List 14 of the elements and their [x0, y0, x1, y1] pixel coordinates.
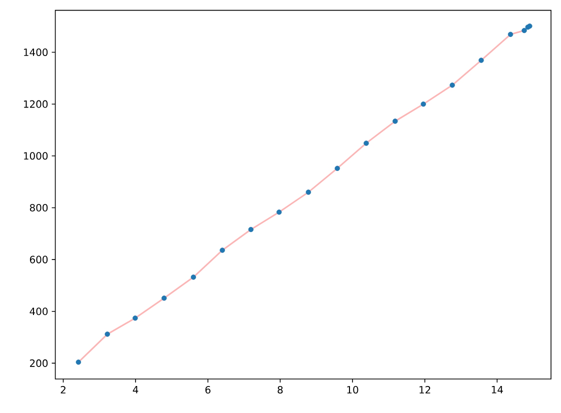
y-tick-label: 600 — [30, 256, 48, 264]
x-tick-label: 4 — [132, 386, 138, 394]
y-tick-label: 1200 — [24, 100, 48, 108]
x-tick-label: 10 — [347, 386, 358, 394]
x-tick-label: 8 — [278, 386, 283, 394]
y-tick-label: 200 — [30, 359, 48, 367]
y-tick-label: 800 — [30, 204, 48, 212]
x-tick-label: 14 — [492, 386, 503, 394]
y-tick-label: 1000 — [24, 152, 48, 160]
x-tick-label: 2 — [60, 386, 66, 394]
y-tick-label: 400 — [30, 308, 48, 316]
x-tick-label: 6 — [205, 386, 210, 394]
x-tick-label: 12 — [420, 386, 430, 394]
y-tick-label: 1400 — [24, 48, 48, 56]
